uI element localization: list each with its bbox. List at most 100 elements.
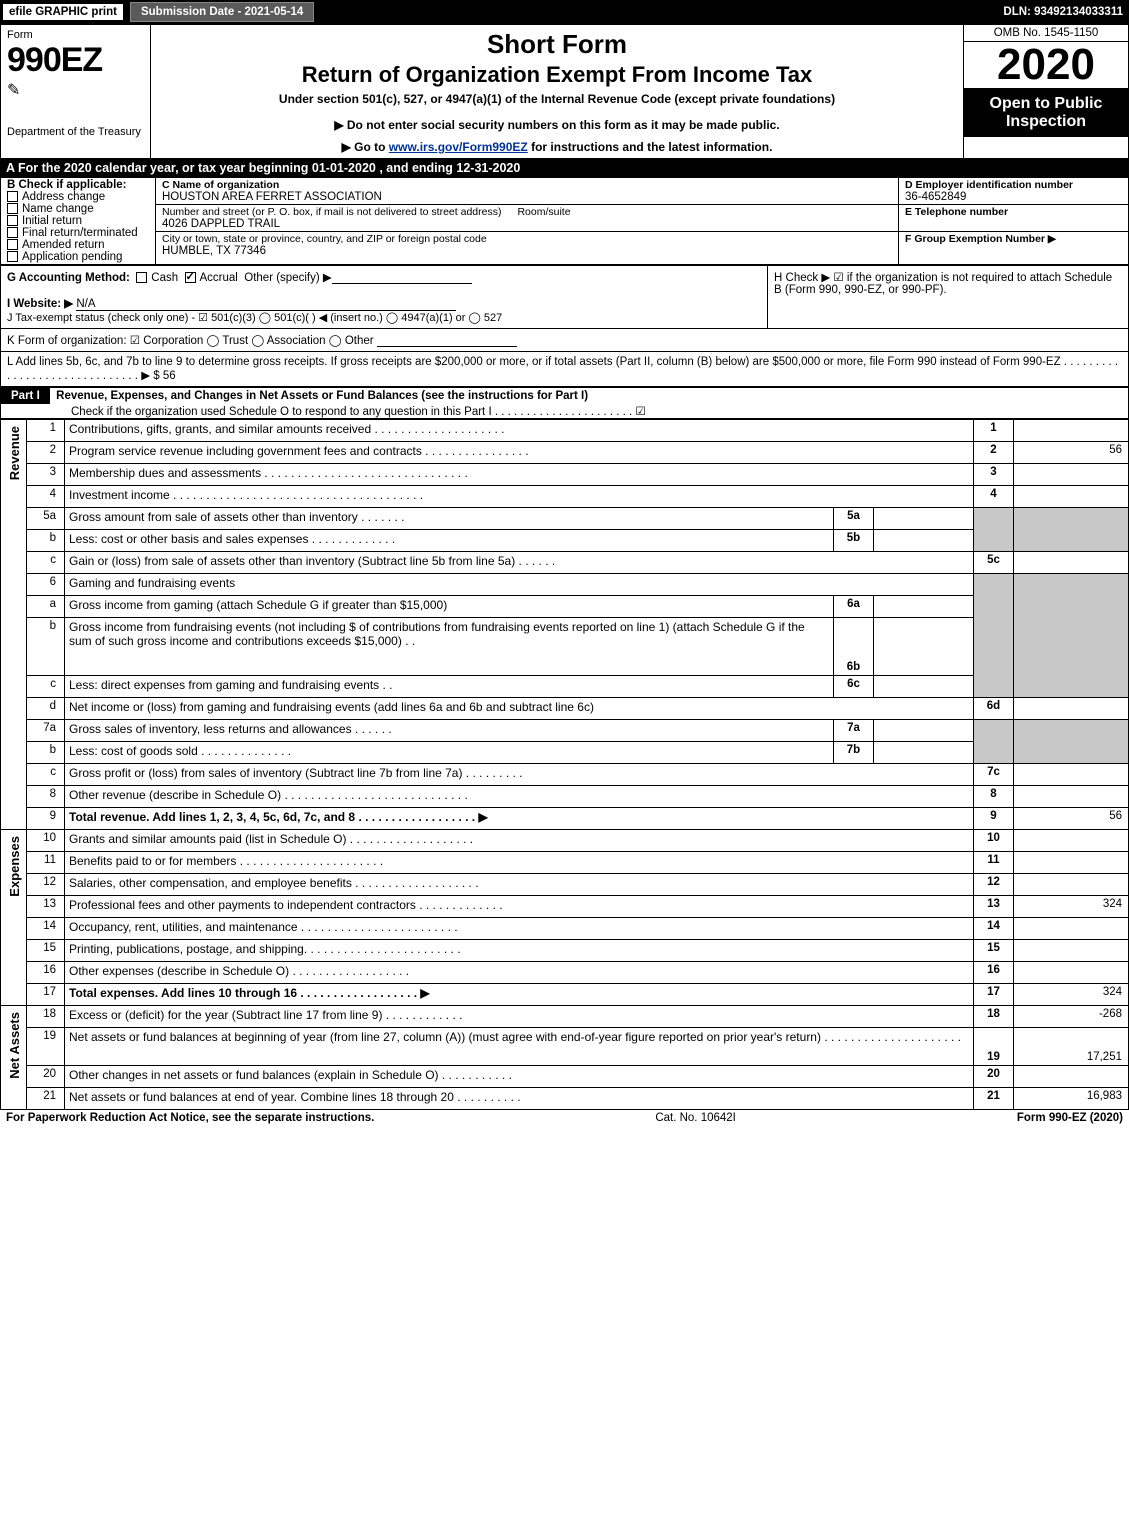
ln11-desc: Benefits paid to or for members . . . . … bbox=[65, 852, 974, 874]
k-text: K Form of organization: ☑ Corporation ◯ … bbox=[7, 335, 374, 347]
do-not-enter: ▶ Do not enter social security numbers o… bbox=[157, 118, 957, 132]
city-state-zip: HUMBLE, TX 77346 bbox=[162, 245, 266, 257]
ln6b-desc: Gross income from fundraising events (no… bbox=[65, 618, 834, 676]
chk-final-return[interactable] bbox=[7, 227, 18, 238]
irs-link[interactable]: www.irs.gov/Form990EZ bbox=[389, 140, 528, 154]
street-address: 4026 DAPPLED TRAIL bbox=[162, 218, 280, 230]
chk-initial-return[interactable] bbox=[7, 215, 18, 226]
ln7a-sb: 7a bbox=[833, 720, 873, 742]
ln6a-sb: 6a bbox=[833, 596, 873, 618]
chk-name-change[interactable] bbox=[7, 203, 18, 214]
ln6d-amt bbox=[1014, 698, 1129, 720]
chk-application-pending[interactable] bbox=[7, 251, 18, 262]
efile-button[interactable]: efile GRAPHIC print bbox=[2, 3, 124, 21]
ln20-box: 20 bbox=[974, 1066, 1014, 1088]
chk-address-change[interactable] bbox=[7, 191, 18, 202]
ln7b-num: b bbox=[27, 742, 65, 764]
dln-label: DLN: 93492134033311 bbox=[1003, 6, 1129, 18]
ln5c-amt bbox=[1014, 552, 1129, 574]
ln17-desc: Total expenses. Add lines 10 through 16 … bbox=[65, 984, 974, 1006]
ln6d-num: d bbox=[27, 698, 65, 720]
grey-7a bbox=[974, 720, 1014, 742]
grey-7b-amt bbox=[1014, 742, 1129, 764]
ln20-desc: Other changes in net assets or fund bala… bbox=[65, 1066, 974, 1088]
chk-accrual[interactable] bbox=[185, 272, 196, 283]
tax-year: 2020 bbox=[964, 42, 1128, 89]
ln7c-amt bbox=[1014, 764, 1129, 786]
ln17-num: 17 bbox=[27, 984, 65, 1006]
ln4-box: 4 bbox=[974, 486, 1014, 508]
ln12-amt bbox=[1014, 874, 1129, 896]
form-word: Form bbox=[7, 29, 144, 41]
ln7c-box: 7c bbox=[974, 764, 1014, 786]
ln5a-subamt bbox=[873, 508, 973, 530]
chk-cash[interactable] bbox=[136, 272, 147, 283]
grey-6c-amt bbox=[1014, 676, 1129, 698]
ln7c-desc: Gross profit or (loss) from sales of inv… bbox=[65, 764, 974, 786]
part1-header: Part I Revenue, Expenses, and Changes in… bbox=[0, 387, 1129, 419]
ein: 36-4652849 bbox=[905, 191, 966, 203]
street-label: Number and street (or P. O. box, if mail… bbox=[162, 206, 501, 218]
ln4-num: 4 bbox=[27, 486, 65, 508]
box-e: E Telephone number bbox=[899, 205, 1129, 232]
ln18-box: 18 bbox=[974, 1006, 1014, 1028]
ln1-amt bbox=[1014, 420, 1129, 442]
ln19-desc: Net assets or fund balances at beginning… bbox=[65, 1028, 974, 1066]
open-to-public: Open to Public Inspection bbox=[964, 89, 1128, 137]
ln7a-desc: Gross sales of inventory, less returns a… bbox=[65, 720, 834, 742]
ln6-desc: Gaming and fundraising events bbox=[65, 574, 974, 596]
l-text: L Add lines 5b, 6c, and 7b to line 9 to … bbox=[7, 356, 1118, 382]
ln6d-desc: Net income or (loss) from gaming and fun… bbox=[65, 698, 974, 720]
box-c-name: C Name of organization HOUSTON AREA FERR… bbox=[156, 178, 899, 205]
other-specify-field[interactable] bbox=[332, 272, 472, 284]
row-g: G Accounting Method: Cash Accrual Other … bbox=[1, 266, 768, 329]
i-label: I Website: ▶ bbox=[7, 298, 73, 310]
opt-final-return: Final return/terminated bbox=[22, 227, 138, 239]
ln5a-sb: 5a bbox=[833, 508, 873, 530]
header-right: OMB No. 1545-1150 2020 Open to Public In… bbox=[964, 25, 1129, 159]
grey-7b bbox=[974, 742, 1014, 764]
box-b-title: B Check if applicable: bbox=[7, 179, 127, 191]
dept-treasury: Department of the Treasury bbox=[7, 126, 144, 138]
ln2-desc: Program service revenue including govern… bbox=[65, 442, 974, 464]
ln14-box: 14 bbox=[974, 918, 1014, 940]
box-c-street: Number and street (or P. O. box, if mail… bbox=[156, 205, 899, 232]
opt-application-pending: Application pending bbox=[22, 251, 122, 263]
ln6c-desc: Less: direct expenses from gaming and fu… bbox=[65, 676, 834, 698]
grey-5a-amt bbox=[1014, 508, 1129, 530]
side-netassets: Net Assets bbox=[1, 1006, 27, 1110]
ln14-desc: Occupancy, rent, utilities, and maintena… bbox=[65, 918, 974, 940]
side-expenses: Expenses bbox=[1, 830, 27, 1006]
city-label: City or town, state or province, country… bbox=[162, 233, 487, 245]
short-form-title: Short Form bbox=[157, 29, 957, 60]
grey-5b-amt bbox=[1014, 530, 1129, 552]
other-org-field[interactable] bbox=[377, 335, 517, 347]
ln7b-sb: 7b bbox=[833, 742, 873, 764]
ln6c-subamt bbox=[873, 676, 973, 698]
ln8-amt bbox=[1014, 786, 1129, 808]
grey-6b bbox=[974, 618, 1014, 676]
ln16-amt bbox=[1014, 962, 1129, 984]
ln6b-num: b bbox=[27, 618, 65, 676]
ln21-amt: 16,983 bbox=[1014, 1088, 1129, 1110]
ln3-amt bbox=[1014, 464, 1129, 486]
ln15-amt bbox=[1014, 940, 1129, 962]
ln5b-desc: Less: cost or other basis and sales expe… bbox=[65, 530, 834, 552]
c-label: C Name of organization bbox=[162, 179, 279, 191]
ln15-num: 15 bbox=[27, 940, 65, 962]
ln9-box: 9 bbox=[974, 808, 1014, 830]
ln19-box: 19 bbox=[974, 1028, 1014, 1066]
grey-5a bbox=[974, 508, 1014, 530]
ln17-box: 17 bbox=[974, 984, 1014, 1006]
ln3-box: 3 bbox=[974, 464, 1014, 486]
ln9-desc: Total revenue. Add lines 1, 2, 3, 4, 5c,… bbox=[65, 808, 974, 830]
part1-title: Revenue, Expenses, and Changes in Net As… bbox=[56, 390, 588, 402]
side-revenue: Revenue bbox=[1, 420, 27, 830]
ln7b-subamt bbox=[873, 742, 973, 764]
ln21-num: 21 bbox=[27, 1088, 65, 1110]
ln15-box: 15 bbox=[974, 940, 1014, 962]
chk-amended-return[interactable] bbox=[7, 239, 18, 250]
ln19-num: 19 bbox=[27, 1028, 65, 1066]
ln11-amt bbox=[1014, 852, 1129, 874]
ln16-desc: Other expenses (describe in Schedule O) … bbox=[65, 962, 974, 984]
